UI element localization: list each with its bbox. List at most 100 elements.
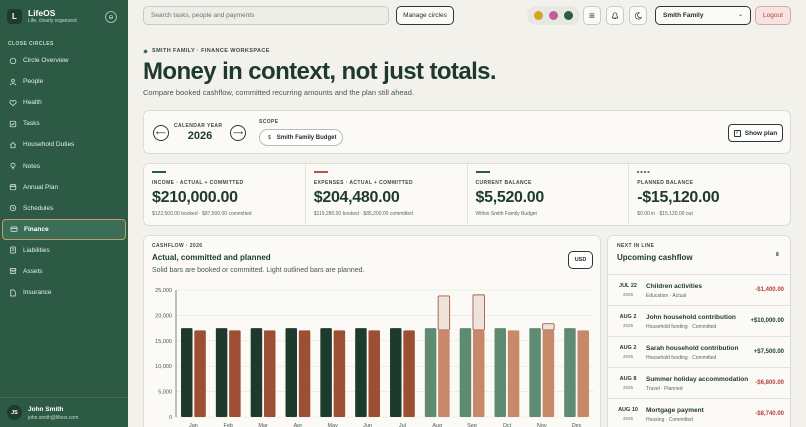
stat-color-mark [313, 171, 328, 173]
y-tick-label: 10,000 [155, 364, 172, 370]
document-icon [9, 246, 17, 254]
sidebar-item-health[interactable]: Health [0, 92, 128, 113]
scope-selector[interactable]: $ Smith Family Budget [259, 129, 343, 146]
y-tick-label: 25,000 [155, 288, 172, 294]
item-meta: Travel · Planned [646, 386, 683, 392]
cashflow-chart-card: 25,000 20,000 15,000 10,000 5,000 0 Jan Feb Mar A… [143, 235, 601, 427]
item-meta: Household funding · Committed [646, 355, 717, 361]
brand[interactable]: L LifeOS Life, clearly organized [7, 8, 77, 25]
prev-year-button[interactable]: ⟵ [153, 125, 169, 141]
sidebar-section-label: CLOSE CIRCLES [8, 41, 54, 47]
sidebar-item-annual-plan[interactable]: Annual Plan [0, 177, 128, 198]
x-tick-label: Sep [467, 423, 477, 427]
item-year: 2026 [622, 323, 633, 328]
x-tick-label: Nov [537, 423, 547, 427]
circle-select[interactable]: Smith Family ⌄ [655, 6, 751, 25]
x-tick-label: Dec [572, 423, 582, 427]
sidebar-item-label: Insurance [23, 289, 52, 297]
sidebar-item-insurance[interactable]: Insurance [0, 282, 128, 303]
planned-bar [542, 323, 555, 331]
collapse-sidebar-icon[interactable]: ⊖ [105, 11, 117, 23]
list-item[interactable]: JUL 22 2026 Children activities Education ·… [608, 274, 790, 305]
wallet-icon [10, 225, 18, 233]
show-plan-toggle[interactable]: ✓ Show plan [728, 124, 783, 142]
sidebar-item-schedules[interactable]: Schedules [0, 198, 128, 219]
upcoming-list: JUL 22 2026 Children activities Education ·… [608, 274, 790, 427]
chart-subtitle: Solid bars are booked or committed. Ligh… [152, 267, 365, 274]
list-item[interactable]: AUG 2 2026 Sarah household contribution Hou… [608, 336, 790, 367]
list-item[interactable]: AUG 8 2026 Summer holiday accommodation Tra… [608, 367, 790, 398]
next-year-button[interactable]: ⟶ [230, 125, 246, 141]
y-tick-label: 0 [169, 415, 172, 421]
add-icon[interactable]: ⊞ [583, 6, 601, 25]
item-name: Summer holiday accommodation [646, 376, 749, 383]
search-input[interactable]: Search tasks, people and payments [143, 6, 389, 25]
sidebar-item-assets[interactable]: Assets [0, 261, 128, 282]
item-name: Mortgage payment [646, 407, 704, 414]
income-bar [320, 328, 332, 417]
income-bar [424, 328, 437, 417]
checkbox-icon[interactable]: ✓ [733, 129, 741, 137]
income-bar [529, 328, 541, 417]
heart-icon [9, 99, 17, 107]
item-year: 2026 [622, 354, 633, 359]
item-amount: -$8,740.00 [755, 411, 784, 417]
check-square-icon [9, 120, 17, 128]
sidebar-item-tasks[interactable]: Tasks [0, 113, 128, 134]
expense-bar [403, 330, 415, 417]
flag-icon[interactable] [534, 11, 543, 20]
x-tick-label: Jul [399, 423, 406, 427]
stat-detail: $122,500.00 booked · $87,500.00 committe… [152, 211, 252, 217]
item-meta: Education · Actual [646, 293, 687, 299]
stat-detail: $0.00 in · $15,120.00 out [637, 211, 693, 217]
upcoming-cashflow-card: NEXT IN LINE Upcoming cashflow 8 JUL 22 2… [607, 235, 791, 427]
sidebar-item-label: Annual Plan [23, 183, 59, 191]
sidebar-item-notes[interactable]: Notes [0, 155, 128, 176]
bell-icon[interactable] [606, 6, 624, 25]
stat-label: EXPENSES · ACTUAL + COMMITTED [313, 180, 413, 186]
workspace-label: SMITH FAMILY · FINANCE WORKSPACE [152, 48, 270, 54]
flag-icon[interactable] [564, 11, 573, 20]
expense-bar [577, 330, 589, 417]
sidebar-item-liabilities[interactable]: Liabilities [0, 240, 128, 261]
list-item[interactable]: AUG 10 2026 Mortgage payment Housing · Comm… [608, 398, 790, 427]
income-bar [250, 328, 263, 417]
user-profile[interactable]: JS John Smith john.smith@lifeos.com [0, 397, 128, 427]
x-tick-label: Oct [503, 423, 512, 427]
manage-circles-button[interactable]: Manage circles [396, 6, 454, 25]
item-amount: +$7,500.00 [753, 349, 784, 355]
workspace-eyebrow: SMITH FAMILY · FINANCE WORKSPACE [143, 48, 270, 54]
income-bar [285, 328, 298, 417]
item-year: 2026 [622, 292, 633, 297]
list-item[interactable]: AUG 2 2026 John household contribution Hous… [608, 305, 790, 336]
item-name: John household contribution [646, 314, 736, 321]
item-amount: +$10,000.00 [750, 318, 784, 324]
item-date: JUL 22 [619, 283, 637, 289]
cashflow-chart: 25,000 20,000 15,000 10,000 5,000 0 Jan Feb Mar A… [155, 288, 594, 427]
currency-button[interactable]: USD [568, 251, 593, 269]
sidebar-item-people[interactable]: People [0, 71, 128, 92]
x-tick-label: Apr [294, 423, 303, 427]
circle-switcher[interactable] [527, 6, 580, 25]
sidebar-item-circle-overview[interactable]: Circle Overview [0, 50, 128, 71]
expense-bar [472, 330, 485, 417]
sidebar-item-household-duties[interactable]: Household Duties [0, 134, 128, 155]
brand-tagline: Life, clearly organized [28, 18, 77, 24]
moon-icon[interactable] [629, 6, 647, 25]
y-tick-label: 5,000 [158, 390, 172, 396]
stat-card: PLANNED BALANCE -$15,120.00 $0.00 in · $15… [629, 164, 790, 225]
logout-button[interactable]: Logout [755, 6, 791, 25]
stat-label: PLANNED BALANCE [637, 180, 694, 186]
expense-bar [507, 330, 520, 417]
home-icon [9, 141, 17, 149]
flag-icon[interactable] [549, 11, 558, 20]
circle-select-value: Smith Family [663, 12, 704, 19]
sidebar-item-finance[interactable]: Finance [2, 218, 126, 240]
summary-stats: INCOME · ACTUAL + COMMITTED $210,000.00 $1… [143, 163, 791, 226]
item-year: 2026 [622, 416, 633, 421]
stat-detail: Within Smith Family Budget [475, 211, 537, 217]
income-bar [181, 328, 193, 417]
item-date: AUG 2 [619, 314, 637, 320]
expense-bar [542, 330, 555, 417]
stat-card: INCOME · ACTUAL + COMMITTED $210,000.00 $1… [144, 164, 306, 225]
